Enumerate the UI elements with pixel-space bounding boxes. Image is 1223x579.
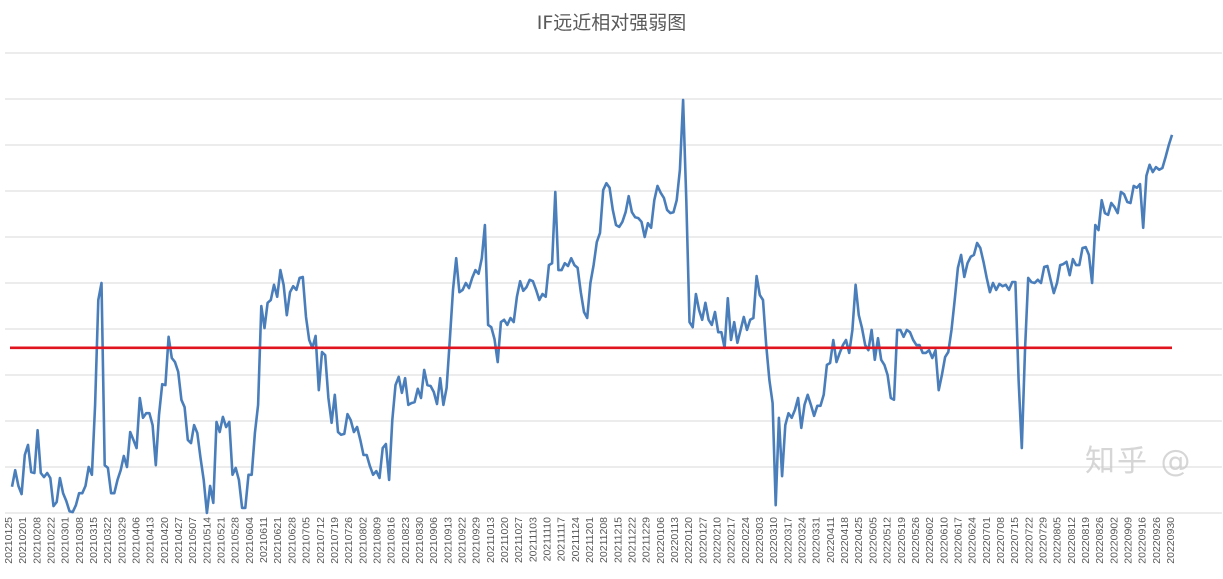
x-tick-label: 20210521 <box>216 517 228 564</box>
x-tick-label: 20220722 <box>1023 517 1035 564</box>
x-tick-label: 20220411 <box>825 517 837 563</box>
x-tick-label: 20210830 <box>414 517 426 564</box>
x-tick-label: 20210604 <box>244 517 256 564</box>
x-tick-label: 20211020 <box>499 517 511 563</box>
x-tick-label: 20220926 <box>1151 517 1163 564</box>
x-tick-label: 20220902 <box>1108 517 1120 564</box>
x-tick-label: 20210329 <box>116 517 128 564</box>
x-tick-label: 20220805 <box>1052 517 1064 564</box>
x-tick-label: 20220425 <box>853 517 865 564</box>
x-tick-label: 20210507 <box>187 517 199 564</box>
x-tick-label: 20210208 <box>31 517 43 564</box>
x-tick-label: 20210308 <box>74 517 86 564</box>
x-tick-label: 20220113 <box>669 517 681 563</box>
x-tick-label: 20210427 <box>173 517 185 564</box>
x-tick-label: 20210705 <box>301 517 313 564</box>
x-tick-label: 20220617 <box>952 517 964 564</box>
watermark: 知乎 @ <box>1085 444 1193 479</box>
x-tick-label: 20220310 <box>768 517 780 564</box>
x-tick-label: 20220930 <box>1165 517 1177 564</box>
x-tick-label: 20210726 <box>343 517 355 564</box>
x-tick-label: 20210913 <box>442 517 454 564</box>
x-tick-label: 20220526 <box>910 517 922 564</box>
x-tick-label: 20220324 <box>797 517 809 564</box>
x-tick-label: 20220210 <box>712 517 724 564</box>
x-tick-label: 20210719 <box>329 517 341 564</box>
x-tick-label: 20220812 <box>1066 517 1078 564</box>
x-tick-label: 20220127 <box>697 517 709 564</box>
x-tick-label: 20220418 <box>839 517 851 564</box>
x-tick-label: 20220624 <box>967 517 979 564</box>
series-line <box>10 98 1174 515</box>
x-tick-label: 20220916 <box>1137 517 1149 564</box>
x-tick-label: 20220505 <box>867 517 879 564</box>
x-tick-label: 20210906 <box>428 517 440 564</box>
x-tick-labels: 20210125 20210201 20210208 20210222 20210301… <box>3 517 1177 564</box>
x-tick-label: 20220826 <box>1094 517 1106 564</box>
x-tick-label: 20220610 <box>938 517 950 564</box>
x-tick-label: 20210514 <box>201 517 213 564</box>
x-tick-label: 20210406 <box>131 517 143 564</box>
x-tick-label: 20220217 <box>726 517 738 564</box>
x-tick-label: 20220909 <box>1122 517 1134 564</box>
x-tick-label: 20210929 <box>471 517 483 564</box>
x-tick-label: 20220331 <box>811 517 823 564</box>
x-tick-label: 20211110 <box>541 517 553 562</box>
x-tick-label: 20220708 <box>995 517 1007 564</box>
x-tick-label: 20211117 <box>556 517 568 562</box>
x-tick-label: 20211215 <box>612 517 624 563</box>
x-tick-label: 20210413 <box>145 517 157 564</box>
x-tick-label: 20211208 <box>598 517 610 563</box>
x-tick-label: 20211013 <box>485 517 497 563</box>
series-lines <box>10 98 1174 515</box>
x-tick-label: 20220106 <box>655 517 667 564</box>
x-tick-label: 20220715 <box>1009 517 1021 564</box>
chart-title: IF远近相对强弱图 <box>536 12 687 34</box>
x-tick-label: 20210922 <box>456 517 468 564</box>
x-tick-label: 20220512 <box>882 517 894 564</box>
x-tick-label: 20211124 <box>570 517 582 562</box>
x-tick-label: 20210809 <box>371 517 383 564</box>
x-tick-label: 20210322 <box>102 517 114 564</box>
x-tick-label: 20220303 <box>754 517 766 564</box>
x-tick-label: 20211103 <box>527 517 539 562</box>
x-tick-label: 20210621 <box>272 517 284 564</box>
x-tick-label: 20220602 <box>924 517 936 564</box>
x-tick-label: 20220224 <box>740 517 752 564</box>
x-tick-label: 20210201 <box>17 517 29 564</box>
x-tick-label: 20220120 <box>683 517 695 564</box>
x-tick-label: 20210315 <box>88 517 100 564</box>
x-tick-label: 20220819 <box>1080 517 1092 564</box>
x-tick-label: 20211222 <box>627 517 639 563</box>
x-tick-label: 20210611 <box>258 517 270 563</box>
x-tick-label: 20210528 <box>230 517 242 564</box>
x-tick-label: 20210420 <box>159 517 171 564</box>
x-tick-label: 20210816 <box>386 517 398 564</box>
x-tick-label: 20210712 <box>315 517 327 564</box>
x-tick-label: 20210628 <box>286 517 298 564</box>
x-tick-label: 20210222 <box>46 517 58 564</box>
x-tick-label: 20211201 <box>584 517 596 563</box>
x-tick-label: 20211027 <box>513 517 525 563</box>
x-tick-label: 20211229 <box>641 517 653 563</box>
x-tick-label: 20220317 <box>782 517 794 564</box>
x-tick-label: 20210802 <box>357 517 369 564</box>
x-tick-label: 20210301 <box>60 517 72 564</box>
x-tick-label: 20220519 <box>896 517 908 564</box>
x-tick-label: 20220701 <box>981 517 993 564</box>
x-tick-label: 20220729 <box>1037 517 1049 564</box>
x-tick-label: 20210125 <box>3 517 15 564</box>
x-tick-label: 20210823 <box>400 517 412 564</box>
